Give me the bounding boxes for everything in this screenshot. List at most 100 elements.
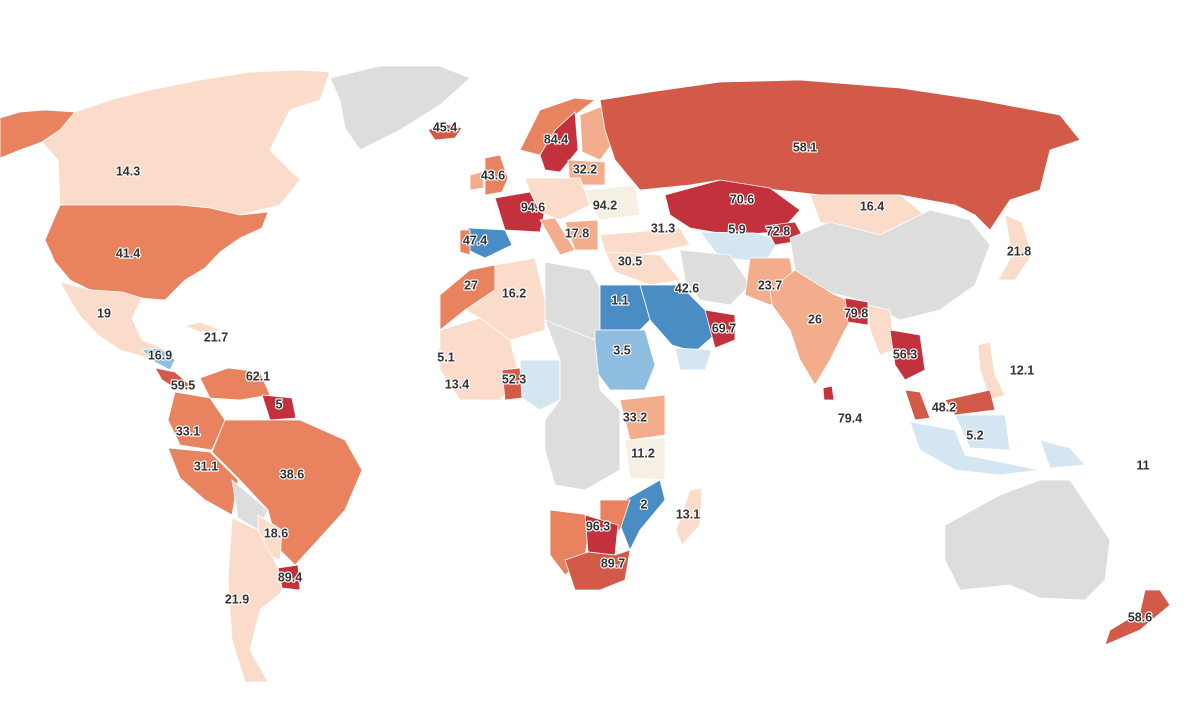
value-label-iraq-syria: 30.5 bbox=[618, 254, 642, 268]
country-iraq-syria[interactable] bbox=[604, 251, 681, 286]
value-label-guiana: 5 bbox=[276, 397, 283, 411]
country-usa[interactable] bbox=[44, 204, 269, 301]
value-label-indonesia: 5.2 bbox=[966, 428, 983, 442]
country-canada[interactable] bbox=[41, 69, 331, 216]
value-label-pakistan: 23.7 bbox=[758, 278, 782, 292]
value-label-turkey: 31.3 bbox=[651, 221, 675, 235]
value-label-panama: 59.5 bbox=[171, 378, 195, 392]
value-label-central-asia: 5.9 bbox=[728, 222, 745, 236]
country-argentina[interactable] bbox=[227, 517, 283, 683]
value-label-botswana: 96.3 bbox=[586, 519, 610, 533]
value-label-oman: 69.7 bbox=[712, 321, 736, 335]
country-philippines[interactable] bbox=[977, 341, 1006, 401]
value-label-mongolia: 16.4 bbox=[860, 199, 884, 213]
value-label-saudi: 42.6 bbox=[675, 281, 699, 295]
value-labels: 14.3 45.4 41.4 19 21.7 16.9 59.5 62.1 5 33.1 31.1 3… bbox=[96, 119, 1153, 625]
value-label-egypt: 1.1 bbox=[611, 293, 628, 307]
value-label-south-africa: 89.7 bbox=[601, 556, 625, 570]
value-label-ghana: 52.3 bbox=[502, 372, 526, 386]
country-uk[interactable] bbox=[484, 154, 509, 196]
country-brazil[interactable] bbox=[211, 419, 363, 566]
country-indonesia[interactable] bbox=[909, 414, 1041, 476]
country-sri-lanka[interactable] bbox=[822, 385, 835, 401]
country-malaysia[interactable] bbox=[904, 389, 996, 421]
value-label-colombia: 33.1 bbox=[176, 424, 200, 438]
country-iceland[interactable] bbox=[427, 123, 463, 141]
value-label-cuba: 21.7 bbox=[204, 330, 228, 344]
country-bangladesh[interactable] bbox=[844, 297, 869, 326]
country-greece[interactable] bbox=[564, 219, 599, 251]
value-label-mexico: 19 bbox=[97, 306, 111, 320]
country-ukraine[interactable] bbox=[584, 184, 641, 221]
country-mexico[interactable] bbox=[59, 281, 163, 359]
country-saudi[interactable] bbox=[639, 284, 721, 353]
value-label-senegal: 5.1 bbox=[437, 350, 454, 364]
country-colombia[interactable] bbox=[167, 391, 226, 451]
value-label-india: 26 bbox=[808, 312, 822, 326]
value-label-russia: 58.1 bbox=[793, 140, 817, 154]
value-label-france: 94.6 bbox=[521, 200, 545, 214]
value-label-thailand: 56.3 bbox=[893, 347, 917, 361]
country-oman[interactable] bbox=[704, 309, 736, 349]
country-shapes bbox=[0, 65, 1171, 683]
value-label-tanzania: 11.2 bbox=[631, 446, 655, 460]
country-japan[interactable] bbox=[997, 214, 1033, 281]
value-label-kyrgyzstan: 72.8 bbox=[766, 224, 790, 238]
value-label-spain: 47.4 bbox=[463, 233, 487, 247]
country-tanzania[interactable] bbox=[624, 437, 666, 481]
country-kenya[interactable] bbox=[619, 394, 666, 441]
country-madagascar[interactable] bbox=[675, 487, 703, 546]
value-label-philippines: 12.1 bbox=[1010, 363, 1034, 377]
value-label-kenya: 33.2 bbox=[623, 410, 647, 424]
value-label-central-america: 16.9 bbox=[148, 348, 172, 362]
country-myanmar[interactable] bbox=[867, 304, 896, 356]
country-mozambique[interactable] bbox=[619, 479, 666, 551]
country-panama[interactable] bbox=[154, 367, 191, 391]
value-label-mozambique: 2 bbox=[641, 497, 648, 511]
country-sweden[interactable] bbox=[539, 111, 579, 173]
country-egypt[interactable] bbox=[599, 284, 651, 331]
country-iran[interactable] bbox=[679, 249, 751, 306]
country-australia[interactable] bbox=[944, 479, 1111, 601]
country-central-america[interactable] bbox=[141, 347, 176, 371]
value-label-algeria: 16.2 bbox=[502, 286, 526, 300]
country-south-africa[interactable] bbox=[564, 549, 631, 591]
value-label-uk: 43.6 bbox=[481, 168, 505, 182]
value-label-malaysia: 48.2 bbox=[932, 400, 956, 414]
country-turkey[interactable] bbox=[599, 227, 691, 256]
country-central-europe[interactable] bbox=[524, 177, 591, 221]
country-uruguay[interactable] bbox=[277, 564, 301, 591]
value-label-pacific-islands: 11 bbox=[1136, 458, 1149, 472]
value-label-ukraine: 94.2 bbox=[593, 198, 617, 212]
country-russia[interactable] bbox=[599, 79, 1081, 231]
country-nigeria[interactable] bbox=[519, 359, 561, 411]
value-label-peru: 31.1 bbox=[194, 459, 218, 473]
value-label-kazakhstan: 70.6 bbox=[730, 192, 754, 206]
value-label-usa: 41.4 bbox=[116, 246, 140, 260]
country-cuba[interactable] bbox=[183, 321, 223, 333]
country-greenland[interactable] bbox=[329, 65, 471, 151]
country-india[interactable] bbox=[769, 269, 861, 386]
country-ireland[interactable] bbox=[469, 171, 485, 191]
value-label-argentina: 21.9 bbox=[225, 592, 249, 606]
value-label-bangladesh: 79.8 bbox=[844, 306, 868, 320]
country-peru[interactable] bbox=[167, 447, 239, 516]
country-thailand[interactable] bbox=[889, 329, 926, 381]
value-label-sweden: 84.4 bbox=[544, 132, 568, 146]
country-new-zealand[interactable] bbox=[1104, 589, 1171, 646]
value-label-baltics: 32.2 bbox=[573, 162, 597, 176]
country-png[interactable] bbox=[1039, 439, 1086, 469]
country-portugal[interactable] bbox=[459, 229, 471, 256]
country-guiana[interactable] bbox=[261, 394, 297, 421]
value-label-new-zealand: 58.6 bbox=[1128, 610, 1152, 624]
value-label-west-africa: 13.4 bbox=[445, 377, 469, 391]
country-sudan[interactable] bbox=[594, 329, 656, 391]
country-central-africa[interactable] bbox=[544, 319, 621, 491]
country-yemen[interactable] bbox=[674, 347, 713, 371]
value-label-uruguay: 89.4 bbox=[278, 570, 302, 584]
value-label-canada: 14.3 bbox=[116, 164, 140, 178]
value-label-japan: 21.8 bbox=[1007, 244, 1031, 258]
value-label-brazil: 38.6 bbox=[280, 467, 304, 481]
